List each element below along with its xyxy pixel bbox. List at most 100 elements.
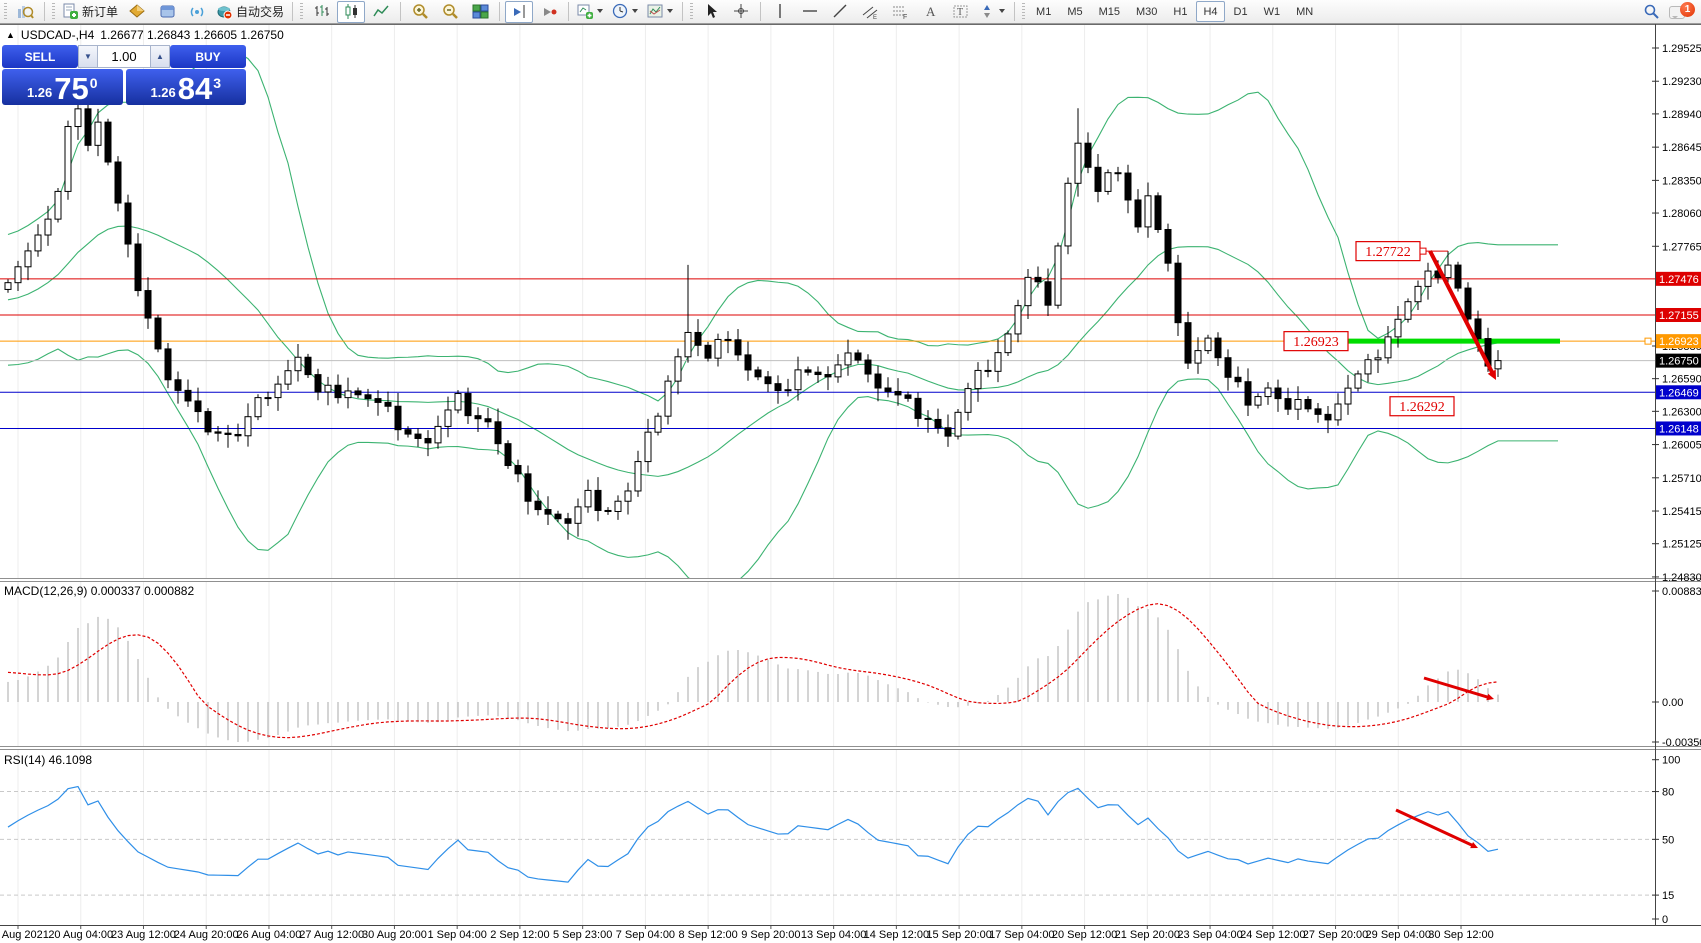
sell-button[interactable]: SELL <box>2 45 78 68</box>
fibonacci-icon: F <box>892 3 909 21</box>
notifications-button[interactable]: 1 <box>1669 1 1695 22</box>
tab-timeframe-m5[interactable]: M5 <box>1067 5 1083 18</box>
profiles-dropdown[interactable] <box>609 1 642 23</box>
date-axis-label: 24 Sep 12:00 <box>1240 929 1306 941</box>
vertical-line-button[interactable] <box>766 1 794 23</box>
zoom-out-button[interactable] <box>436 1 464 23</box>
macd-histogram <box>7 594 1499 742</box>
signals-button[interactable] <box>183 1 211 23</box>
search-button[interactable] <box>1637 1 1665 23</box>
notification-badge: 1 <box>1680 1 1695 17</box>
horizontal-line-icon <box>802 3 819 20</box>
trendline-button[interactable] <box>826 1 854 23</box>
date-axis-label: 24 Aug 20:00 <box>173 929 239 941</box>
rsi-line <box>7 785 1499 883</box>
axis-tick-label: 1.26300 <box>1662 406 1701 418</box>
text-button[interactable]: A <box>916 1 944 23</box>
svg-text:1.27155: 1.27155 <box>1659 310 1699 322</box>
tab-timeframe-w1[interactable]: W1 <box>1263 5 1281 18</box>
toolbar-divider <box>1014 2 1016 21</box>
zoom-out-icon <box>442 3 459 20</box>
crosshair-icon <box>733 3 750 20</box>
price-label-text: 1.27722 <box>1365 245 1411 260</box>
price-badge-1.26469 <box>1656 385 1701 400</box>
toolbar-drag-handle[interactable] <box>300 2 304 21</box>
date-axis-label: 27 Aug 12:00 <box>299 929 365 941</box>
cursor-button[interactable] <box>697 1 725 23</box>
crosshair-button[interactable] <box>727 1 755 23</box>
candlestick-chart-button[interactable] <box>337 0 366 23</box>
main-toolbar: 新订单 自动交易 E F A T M1 M5 M15 M30 H1 H4 D1 W1 MN 1 <box>0 0 1701 24</box>
zoom-in-button[interactable] <box>406 1 434 23</box>
text-label-icon: T <box>952 3 969 20</box>
tab-timeframe-d1[interactable]: D1 <box>1233 5 1248 18</box>
line-anchor-marker <box>1644 337 1652 345</box>
trend-arrow-macd <box>1423 676 1490 700</box>
channel-icon: E <box>862 3 879 21</box>
line-chart-button[interactable] <box>367 1 395 23</box>
text-label-button[interactable]: T <box>946 1 974 23</box>
chart-title: ▲ USDCAD-,H4 1.26677 1.26843 1.26605 1.2… <box>6 28 284 42</box>
data-window-button[interactable] <box>153 1 181 23</box>
template-chart-icon <box>647 3 664 20</box>
chart-shift-icon <box>511 3 528 20</box>
toolbar-drag-handle[interactable] <box>690 2 694 21</box>
tile-windows-button[interactable] <box>466 1 494 23</box>
date-axis-label: 26 Aug 04:00 <box>236 929 302 941</box>
toolbar-drag-handle[interactable] <box>1022 2 1026 21</box>
buy-button[interactable]: BUY <box>170 45 246 68</box>
tab-timeframe-m1[interactable]: M1 <box>1036 5 1052 18</box>
macd-signal-line <box>7 603 1499 739</box>
equidistant-channel-button[interactable]: E <box>856 1 884 23</box>
sell-price-display[interactable]: 1.26 75 0 <box>2 69 123 105</box>
templates-dropdown[interactable] <box>644 1 677 23</box>
axis-tick-label: 1.25710 <box>1662 473 1701 485</box>
axis-tick-label: 0.00 <box>1662 697 1683 709</box>
new-order-button[interactable]: 新订单 <box>59 1 121 23</box>
bar-chart-button[interactable] <box>307 1 335 23</box>
date-axis-label: 23 Aug 12:00 <box>111 929 176 941</box>
horizontal-lines <box>0 278 1655 429</box>
arrows-icon <box>979 3 996 20</box>
tab-timeframe-mn[interactable]: MN <box>1296 5 1314 18</box>
volume-input[interactable] <box>98 45 150 68</box>
autotrade-icon <box>216 3 233 20</box>
fibonacci-button[interactable]: F <box>886 1 914 23</box>
chart-canvas[interactable]: 1.29525 1.29230 1.28940 1.28645 1.28350 1.280… <box>0 24 1701 943</box>
volume-decrease-button[interactable]: ▼ <box>78 45 98 68</box>
dropdown-arrow-icon <box>597 9 604 13</box>
chart-shift-button[interactable] <box>505 0 534 23</box>
tab-timeframe-h4[interactable]: H4 <box>1196 1 1225 22</box>
candlestick-chart-icon <box>343 3 360 20</box>
chart-collapse-toggle[interactable]: ▲ <box>6 30 15 40</box>
date-axis-label: 15 Sep 20:00 <box>926 929 992 941</box>
horizontal-line-button[interactable] <box>796 1 824 23</box>
history-center-button[interactable] <box>123 1 151 23</box>
arrows-dropdown[interactable] <box>976 1 1009 23</box>
toolbar-drag-handle[interactable] <box>4 2 7 21</box>
auto-scroll-button[interactable] <box>535 1 563 23</box>
date-axis-label: 21 Sep 20:00 <box>1114 929 1181 941</box>
auto-scroll-icon <box>541 3 558 20</box>
date-axis-label: 9 Sep 20:00 <box>741 929 801 941</box>
autotrade-button[interactable]: 自动交易 <box>213 1 287 23</box>
annotations: 1.27722 1.26923 1.26292 <box>1283 241 1496 849</box>
one-click-trading-panel: SELL ▼ ▲ BUY 1.26 75 0 1.26 84 3 <box>2 45 246 105</box>
axis-tick-label: 1.24830 <box>1662 572 1701 584</box>
toolbar-drag-handle[interactable] <box>52 2 55 21</box>
toolbar-divider <box>44 2 45 21</box>
tab-timeframe-m30[interactable]: M30 <box>1136 5 1158 18</box>
buy-price-display[interactable]: 1.26 84 3 <box>125 69 246 105</box>
toolbar-divider <box>760 2 762 21</box>
volume-increase-button[interactable]: ▲ <box>150 45 170 68</box>
symbol-chart-button[interactable] <box>11 1 39 23</box>
tab-timeframe-h1[interactable]: H1 <box>1173 5 1188 18</box>
axis-tick-label: 1.28940 <box>1662 109 1701 121</box>
macd-indicator-label: MACD(12,26,9) 0.000337 0.000882 <box>4 584 195 598</box>
new-chart-dropdown[interactable] <box>574 1 607 23</box>
price-label-box <box>1283 331 1349 352</box>
axis-tick-label: 0 <box>1662 914 1668 926</box>
new-order-label: 新订单 <box>82 5 119 19</box>
tab-timeframe-m15[interactable]: M15 <box>1098 5 1120 18</box>
sell-price-pips: 75 <box>54 71 89 106</box>
